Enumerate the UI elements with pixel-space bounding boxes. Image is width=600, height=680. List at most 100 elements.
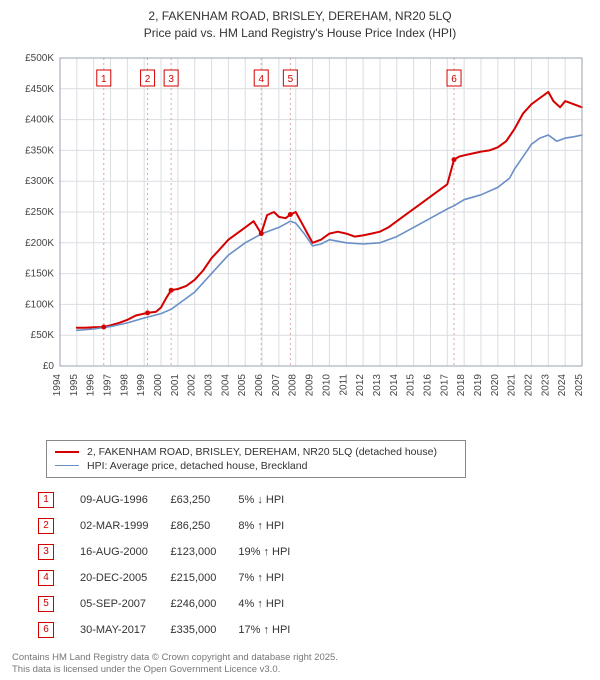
svg-text:2002: 2002 (187, 373, 198, 396)
svg-text:1: 1 (101, 74, 107, 85)
title-address: 2, FAKENHAM ROAD, BRISLEY, DEREHAM, NR20… (12, 8, 588, 25)
svg-text:3: 3 (168, 74, 174, 85)
legend-swatch (55, 451, 79, 453)
svg-text:2012: 2012 (355, 373, 366, 396)
table-row: 3 16-AUG-2000£123,00019% ↑ HPI (28, 540, 300, 564)
footer-attribution: Contains HM Land Registry data © Crown c… (12, 652, 588, 677)
svg-text:2010: 2010 (321, 373, 332, 396)
svg-text:1996: 1996 (86, 373, 97, 396)
svg-text:£350K: £350K (25, 145, 54, 156)
svg-text:£500K: £500K (25, 53, 54, 64)
legend-box: 2, FAKENHAM ROAD, BRISLEY, DEREHAM, NR20… (46, 440, 466, 478)
tx-date: 16-AUG-2000 (70, 540, 158, 564)
svg-text:2019: 2019 (473, 373, 484, 396)
svg-text:1997: 1997 (103, 373, 114, 396)
svg-text:£450K: £450K (25, 83, 54, 94)
tx-date: 02-MAR-1999 (70, 514, 158, 538)
svg-text:£50K: £50K (31, 330, 55, 341)
svg-text:2021: 2021 (507, 373, 518, 396)
svg-text:2011: 2011 (338, 373, 349, 395)
tx-marker: 5 (38, 596, 54, 612)
tx-price: £215,000 (160, 566, 226, 590)
svg-text:2018: 2018 (456, 373, 467, 396)
svg-text:5: 5 (288, 74, 294, 85)
svg-text:2001: 2001 (170, 373, 181, 396)
svg-text:2016: 2016 (422, 373, 433, 396)
table-row: 2 02-MAR-1999£86,2508% ↑ HPI (28, 514, 300, 538)
tx-marker-cell: 3 (28, 540, 68, 564)
tx-marker-cell: 5 (28, 592, 68, 616)
title-subtitle: Price paid vs. HM Land Registry's House … (12, 25, 588, 42)
chart-title: 2, FAKENHAM ROAD, BRISLEY, DEREHAM, NR20… (12, 8, 588, 42)
tx-marker-cell: 1 (28, 488, 68, 512)
table-row: 5 05-SEP-2007£246,0004% ↑ HPI (28, 592, 300, 616)
svg-text:1995: 1995 (69, 373, 80, 396)
legend-swatch (55, 465, 79, 466)
svg-text:2023: 2023 (540, 373, 551, 396)
tx-marker: 1 (38, 492, 54, 508)
svg-text:2005: 2005 (237, 373, 248, 396)
svg-text:£150K: £150K (25, 268, 54, 279)
tx-price: £86,250 (160, 514, 226, 538)
svg-text:4: 4 (258, 74, 264, 85)
tx-pct: 19% ↑ HPI (228, 540, 300, 564)
table-row: 6 30-MAY-2017£335,00017% ↑ HPI (28, 618, 300, 642)
tx-date: 20-DEC-2005 (70, 566, 158, 590)
tx-pct: 7% ↑ HPI (228, 566, 300, 590)
tx-marker: 3 (38, 544, 54, 560)
tx-marker-cell: 4 (28, 566, 68, 590)
svg-text:2024: 2024 (557, 373, 568, 396)
tx-marker: 6 (38, 622, 54, 638)
legend-label: HPI: Average price, detached house, Brec… (87, 460, 307, 472)
svg-text:2003: 2003 (204, 373, 215, 396)
tx-pct: 8% ↑ HPI (228, 514, 300, 538)
tx-pct: 5% ↓ HPI (228, 488, 300, 512)
svg-text:2015: 2015 (406, 373, 417, 396)
svg-text:2: 2 (145, 74, 151, 85)
svg-text:1999: 1999 (136, 373, 147, 396)
svg-text:2006: 2006 (254, 373, 265, 396)
legend-item: HPI: Average price, detached house, Brec… (55, 459, 457, 473)
tx-date: 05-SEP-2007 (70, 592, 158, 616)
table-row: 1 09-AUG-1996£63,2505% ↓ HPI (28, 488, 300, 512)
tx-marker: 2 (38, 518, 54, 534)
svg-text:2004: 2004 (220, 373, 231, 396)
tx-price: £335,000 (160, 618, 226, 642)
svg-text:2007: 2007 (271, 373, 282, 396)
svg-text:2000: 2000 (153, 373, 164, 396)
svg-text:2020: 2020 (490, 373, 501, 396)
svg-text:£250K: £250K (25, 207, 54, 218)
tx-marker-cell: 2 (28, 514, 68, 538)
tx-price: £123,000 (160, 540, 226, 564)
legend-item: 2, FAKENHAM ROAD, BRISLEY, DEREHAM, NR20… (55, 445, 457, 459)
tx-pct: 4% ↑ HPI (228, 592, 300, 616)
svg-text:£300K: £300K (25, 176, 54, 187)
chart-area: £0 £50K £100K £150K £200K £250K £300K £350K £400… (12, 48, 588, 428)
svg-text:£100K: £100K (25, 299, 54, 310)
svg-text:£200K: £200K (25, 237, 54, 248)
svg-text:£0: £0 (43, 361, 55, 372)
svg-text:£400K: £400K (25, 114, 54, 125)
tx-price: £63,250 (160, 488, 226, 512)
tx-price: £246,000 (160, 592, 226, 616)
legend-label: 2, FAKENHAM ROAD, BRISLEY, DEREHAM, NR20… (87, 446, 437, 458)
svg-text:2014: 2014 (389, 373, 400, 396)
tx-date: 09-AUG-1996 (70, 488, 158, 512)
tx-date: 30-MAY-2017 (70, 618, 158, 642)
svg-text:2022: 2022 (523, 373, 534, 396)
footer-line: This data is licensed under the Open Gov… (12, 664, 588, 676)
svg-text:2008: 2008 (288, 373, 299, 396)
svg-text:1994: 1994 (52, 373, 63, 396)
svg-text:2017: 2017 (439, 373, 450, 396)
transactions-table: 109-AUG-1996£63,2505% ↓ HPI202-MAR-1999£… (26, 486, 302, 644)
svg-text:2013: 2013 (372, 373, 383, 396)
svg-text:2025: 2025 (574, 373, 585, 396)
tx-marker-cell: 6 (28, 618, 68, 642)
svg-text:1998: 1998 (119, 373, 130, 396)
tx-marker: 4 (38, 570, 54, 586)
chart-svg: £0 £50K £100K £150K £200K £250K £300K £350K £400… (12, 48, 588, 428)
table-row: 4 20-DEC-2005£215,0007% ↑ HPI (28, 566, 300, 590)
tx-pct: 17% ↑ HPI (228, 618, 300, 642)
svg-text:6: 6 (451, 74, 457, 85)
footer-line: Contains HM Land Registry data © Crown c… (12, 652, 588, 664)
